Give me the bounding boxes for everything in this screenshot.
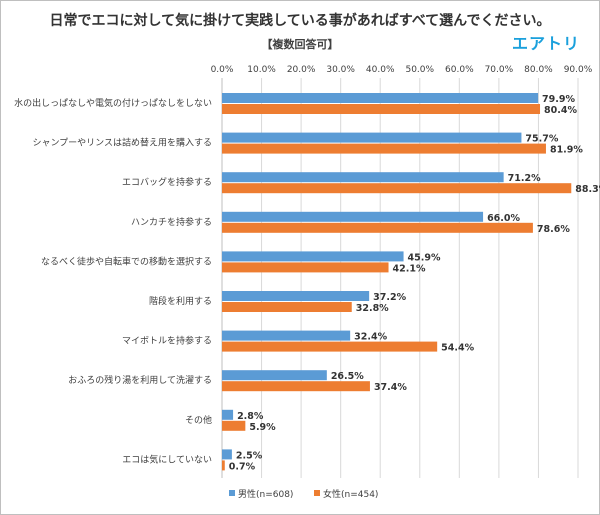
- data-label: 80.4%: [544, 105, 577, 116]
- data-label: 79.9%: [542, 94, 575, 105]
- bar-male: [222, 330, 351, 341]
- data-label: 37.2%: [373, 292, 406, 303]
- bar-male: [222, 370, 327, 381]
- category-label: ハンカチを持参する: [131, 216, 212, 228]
- x-tick-label: 80.0%: [524, 65, 553, 75]
- data-label: 54.4%: [441, 343, 474, 354]
- data-label: 37.4%: [374, 382, 407, 393]
- bar-female: [222, 143, 546, 154]
- bar-female: [222, 302, 352, 312]
- x-tick-label: 40.0%: [366, 65, 395, 75]
- category-label: 階段を利用する: [149, 295, 212, 307]
- brand-logo: エアトリ: [511, 34, 580, 53]
- category-label: おふろの残り湯を利用して洗濯する: [68, 374, 212, 386]
- bar-female: [222, 262, 389, 273]
- chart-title: 日常でエコに対して気に掛けて実践している事があればすべて選んでください。: [49, 13, 551, 29]
- data-label: 42.1%: [393, 263, 426, 274]
- bar-male: [222, 409, 234, 420]
- bar-female: [222, 460, 225, 471]
- data-label: 32.4%: [354, 332, 387, 343]
- data-label: 71.2%: [508, 173, 541, 184]
- x-tick-label: 0.0%: [211, 65, 234, 75]
- legend-label: 女性(n=454): [323, 488, 378, 500]
- data-label: 88.3%: [575, 184, 600, 195]
- x-tick-label: 20.0%: [287, 65, 316, 75]
- category-label: マイボトルを持参する: [122, 335, 212, 347]
- bar-male: [222, 93, 539, 103]
- x-tick-label: 60.0%: [445, 65, 474, 75]
- data-label: 66.0%: [487, 213, 520, 224]
- category-label: エコは気にしていない: [122, 453, 212, 465]
- chart-subtitle: 【複数回答可】: [261, 38, 339, 51]
- legend-label: 男性(n=608): [238, 488, 293, 500]
- category-label: なるべく徒歩や自転車での移動を選択する: [41, 255, 212, 267]
- bar-female: [222, 222, 533, 233]
- bar-male: [222, 132, 522, 143]
- data-label: 5.9%: [249, 422, 276, 433]
- bar-female: [222, 420, 246, 431]
- bar-male: [222, 251, 404, 262]
- bar-male: [222, 449, 232, 460]
- category-label: エコバッグを持参する: [122, 176, 212, 188]
- data-label: 45.9%: [408, 252, 441, 263]
- bar-female: [222, 381, 370, 392]
- data-label: 2.8%: [237, 411, 264, 422]
- bar-female: [222, 183, 572, 194]
- x-tick-label: 10.0%: [247, 65, 276, 75]
- x-tick-label: 70.0%: [485, 65, 514, 75]
- data-label: 2.5%: [236, 450, 263, 461]
- category-label: その他: [185, 414, 212, 426]
- x-tick-label: 50.0%: [405, 65, 434, 75]
- bar-female: [222, 341, 438, 352]
- data-label: 81.9%: [550, 145, 583, 156]
- data-label: 26.5%: [331, 371, 364, 382]
- x-tick-label: 90.0%: [564, 65, 593, 75]
- data-label: 75.7%: [525, 134, 558, 145]
- data-label: 78.6%: [537, 224, 570, 235]
- legend-swatch-female: [314, 490, 320, 496]
- data-label: 32.8%: [356, 303, 389, 314]
- data-label: 0.7%: [229, 461, 256, 472]
- bar-female: [222, 104, 541, 114]
- bar-male: [222, 172, 504, 183]
- x-tick-label: 30.0%: [326, 65, 355, 75]
- bar-male: [222, 291, 370, 301]
- legend-swatch-male: [229, 490, 235, 496]
- bar-male: [222, 211, 484, 222]
- category-label: シャンプーやリンスは詰め替え用を購入する: [32, 137, 212, 149]
- category-label: 水の出しっぱなしや電気の付けっぱなしをしない: [14, 97, 212, 109]
